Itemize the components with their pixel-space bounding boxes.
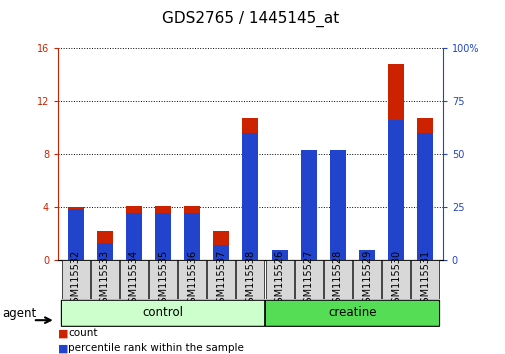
- Bar: [155, 206, 171, 260]
- Bar: [236, 260, 264, 299]
- Bar: [417, 133, 432, 260]
- Text: agent: agent: [3, 307, 37, 320]
- Text: GSM115537: GSM115537: [216, 250, 226, 309]
- Bar: [126, 213, 142, 260]
- Bar: [184, 206, 200, 260]
- Text: GSM115531: GSM115531: [420, 250, 429, 309]
- Text: ■: ■: [58, 343, 69, 353]
- Text: percentile rank within the sample: percentile rank within the sample: [68, 343, 244, 353]
- Bar: [358, 250, 374, 260]
- Text: GSM115529: GSM115529: [361, 250, 371, 309]
- Text: creatine: creatine: [328, 306, 376, 319]
- Bar: [68, 207, 83, 260]
- Text: GSM115535: GSM115535: [158, 250, 168, 309]
- Bar: [329, 150, 345, 260]
- Bar: [62, 260, 89, 299]
- Bar: [207, 260, 235, 299]
- Bar: [155, 213, 171, 260]
- Bar: [411, 260, 438, 299]
- Bar: [323, 260, 351, 299]
- Text: GSM115532: GSM115532: [71, 250, 80, 309]
- Bar: [184, 213, 200, 260]
- Text: control: control: [142, 306, 183, 319]
- Bar: [149, 260, 177, 299]
- Bar: [271, 250, 287, 260]
- Bar: [126, 206, 142, 260]
- Bar: [358, 251, 374, 260]
- Text: GSM115530: GSM115530: [390, 250, 400, 309]
- Bar: [300, 156, 316, 260]
- Text: GSM115533: GSM115533: [99, 250, 110, 309]
- Bar: [242, 118, 258, 260]
- Bar: [294, 260, 322, 299]
- FancyBboxPatch shape: [265, 300, 439, 326]
- Text: count: count: [68, 329, 97, 338]
- Bar: [120, 260, 147, 299]
- Bar: [178, 260, 206, 299]
- Text: GSM115528: GSM115528: [332, 250, 342, 309]
- Bar: [213, 231, 229, 260]
- Bar: [417, 118, 432, 260]
- Text: GSM115527: GSM115527: [303, 250, 313, 309]
- Bar: [242, 133, 258, 260]
- Bar: [352, 260, 380, 299]
- Bar: [387, 64, 403, 260]
- Bar: [387, 120, 403, 260]
- Bar: [213, 245, 229, 260]
- Text: GSM115534: GSM115534: [129, 250, 139, 309]
- Bar: [90, 260, 119, 299]
- Bar: [271, 252, 287, 260]
- Bar: [300, 150, 316, 260]
- Bar: [329, 155, 345, 260]
- Text: ■: ■: [58, 329, 69, 338]
- Text: GSM115538: GSM115538: [245, 250, 255, 309]
- Bar: [96, 231, 113, 260]
- FancyBboxPatch shape: [61, 300, 264, 326]
- Text: GSM115536: GSM115536: [187, 250, 197, 309]
- Bar: [68, 209, 83, 260]
- Text: GSM115526: GSM115526: [274, 250, 284, 309]
- Bar: [96, 243, 113, 260]
- Text: GDS2765 / 1445145_at: GDS2765 / 1445145_at: [162, 11, 338, 27]
- Bar: [381, 260, 410, 299]
- Bar: [265, 260, 293, 299]
